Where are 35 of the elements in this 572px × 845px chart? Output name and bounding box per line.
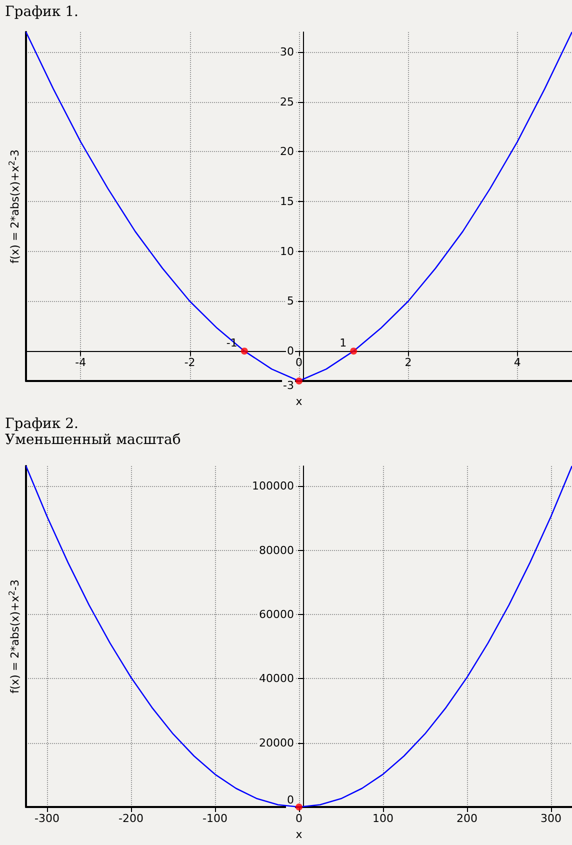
x-tick-label: 0 <box>296 812 302 825</box>
x-tick-label: 2 <box>404 356 412 369</box>
y-axis-title: f(x) = 2*abs(x)+x2-3 <box>8 149 22 264</box>
y-tick-label: 15 <box>280 195 294 208</box>
x-tick-label: -2 <box>184 356 196 369</box>
x-tick-label: 100 <box>372 812 394 825</box>
y-tick-label: 25 <box>280 95 294 108</box>
x-tick-label: -100 <box>202 812 228 825</box>
x-tick-label: -200 <box>118 812 144 825</box>
chart-subtitle: Уменьшенный масштаб <box>5 432 181 448</box>
x-tick-label: 0 <box>296 356 302 369</box>
x-tick-label: 4 <box>514 356 521 369</box>
y-tick-label: 80000 <box>259 544 294 557</box>
x-axis-title: x <box>296 395 303 408</box>
x-tick-label: 300 <box>540 812 562 825</box>
y-axis-title: f(x) = 2*abs(x)+x2-3 <box>8 579 22 694</box>
y-tick-label: 40000 <box>259 672 294 686</box>
y-tick-label: 100000 <box>252 480 294 493</box>
x-tick-label: -4 <box>75 356 86 369</box>
y-tick-label: 10 <box>280 244 294 258</box>
x-tick-label: -300 <box>34 812 60 825</box>
y-tick-label: 30 <box>280 45 294 58</box>
y-tick-label: -3 <box>283 379 294 392</box>
chart-title: График 2. <box>5 416 78 432</box>
y-tick-label: 60000 <box>259 608 294 622</box>
y-tick-label: 0 <box>287 794 294 806</box>
annotation: -1 <box>226 336 238 350</box>
chart-title: График 1. <box>5 4 78 20</box>
y-tick-label: 20 <box>280 145 294 158</box>
y-tick-label: 20000 <box>259 736 294 750</box>
x-tick-label: 200 <box>456 812 478 825</box>
x-axis-title: x <box>296 828 303 841</box>
annotation: 1 <box>340 336 347 350</box>
y-tick-label: 5 <box>287 294 294 308</box>
y-tick-label: 0 <box>287 344 294 358</box>
